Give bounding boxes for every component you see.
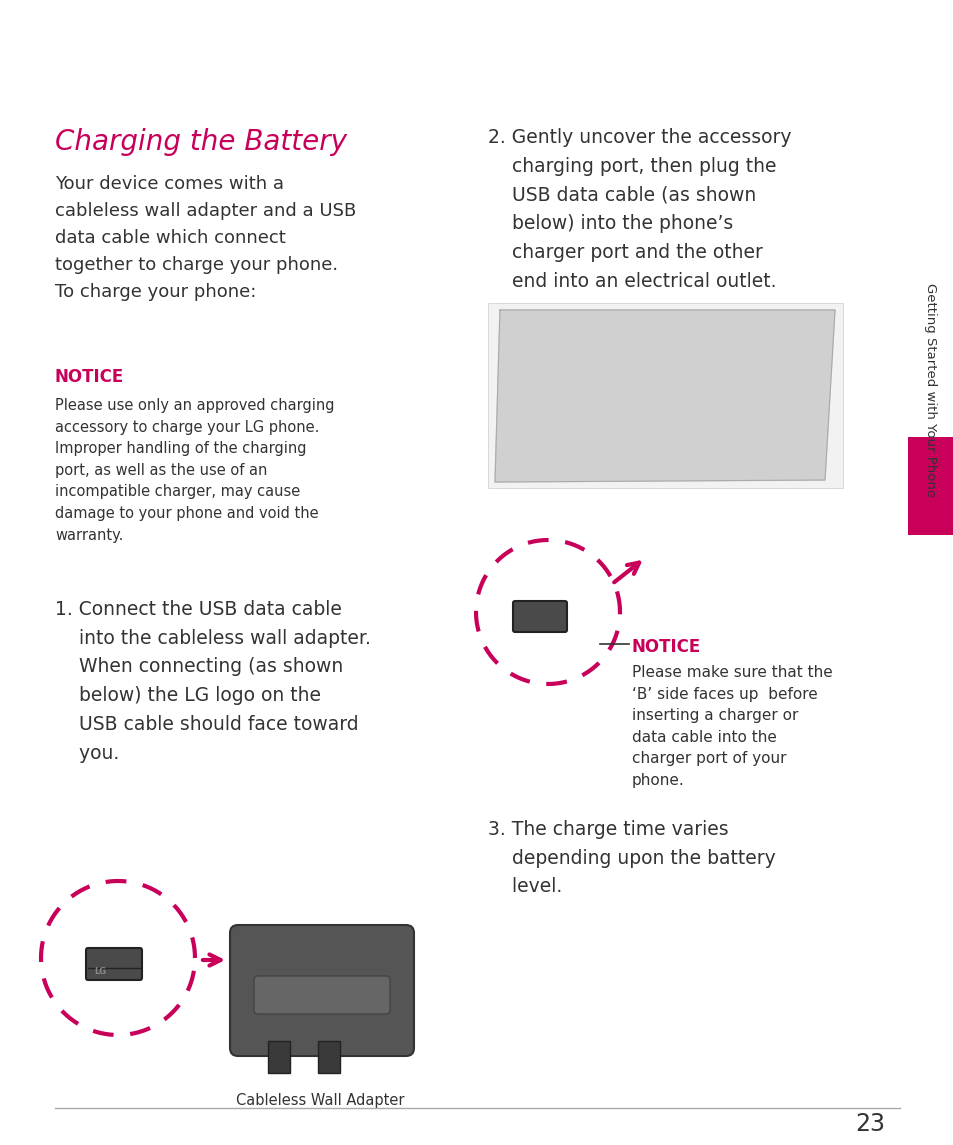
Text: Charging the Battery: Charging the Battery xyxy=(55,128,347,156)
Text: Please use only an approved charging
accessory to charge your LG phone.
Improper: Please use only an approved charging acc… xyxy=(55,398,335,543)
Text: NOTICE: NOTICE xyxy=(631,638,700,656)
Text: NOTICE: NOTICE xyxy=(55,368,124,386)
Bar xyxy=(907,437,953,535)
FancyBboxPatch shape xyxy=(230,925,414,1056)
FancyBboxPatch shape xyxy=(253,976,390,1014)
Text: 3. The charge time varies
    depending upon the battery
    level.: 3. The charge time varies depending upon… xyxy=(488,820,775,897)
Text: 1. Connect the USB data cable
    into the cableless wall adapter.
    When conn: 1. Connect the USB data cable into the c… xyxy=(55,600,371,763)
FancyBboxPatch shape xyxy=(86,948,142,980)
Text: LG: LG xyxy=(93,968,106,976)
Text: Cableless Wall Adapter: Cableless Wall Adapter xyxy=(235,1093,404,1108)
Text: Your device comes with a
cableless wall adapter and a USB
data cable which conne: Your device comes with a cableless wall … xyxy=(55,175,355,301)
Text: 2. Gently uncover the accessory
    charging port, then plug the
    USB data ca: 2. Gently uncover the accessory charging… xyxy=(488,128,791,291)
FancyBboxPatch shape xyxy=(488,303,842,488)
Polygon shape xyxy=(495,310,834,482)
Bar xyxy=(268,1041,290,1073)
FancyBboxPatch shape xyxy=(513,601,566,632)
Bar xyxy=(317,1041,339,1073)
Text: 23: 23 xyxy=(854,1112,884,1136)
Text: Getting Started with Your Phone: Getting Started with Your Phone xyxy=(923,283,937,497)
Text: Please make sure that the
‘B’ side faces up  before
inserting a charger or
data : Please make sure that the ‘B’ side faces… xyxy=(631,665,832,788)
